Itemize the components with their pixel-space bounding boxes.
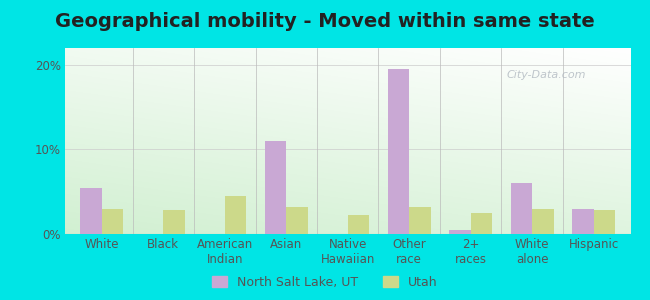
Text: City-Data.com: City-Data.com [506, 70, 586, 80]
Bar [265, 141, 286, 234]
Bar [410, 207, 431, 234]
Legend: North Salt Lake, UT, Utah: North Salt Lake, UT, Utah [207, 271, 443, 294]
Text: Geographical mobility - Moved within same state: Geographical mobility - Moved within sam… [55, 12, 595, 31]
Bar [387, 69, 410, 234]
Bar [593, 210, 615, 234]
Bar [348, 215, 369, 234]
Bar [449, 230, 471, 234]
Bar [471, 213, 492, 234]
Bar [286, 207, 308, 234]
Bar [102, 208, 124, 234]
Bar [225, 196, 246, 234]
Bar [163, 210, 185, 234]
Bar [532, 208, 554, 234]
Bar [572, 208, 593, 234]
Bar [511, 183, 532, 234]
Bar [81, 188, 102, 234]
